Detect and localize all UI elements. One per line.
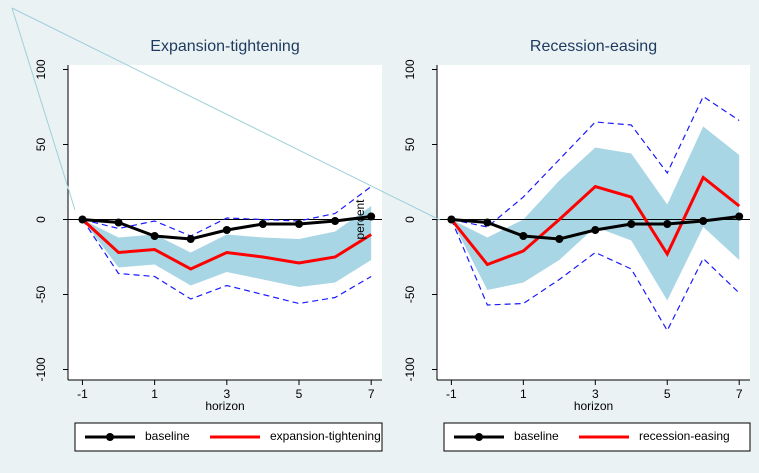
x-tick-label: 5 (664, 387, 671, 401)
x-tick-label: -1 (77, 387, 88, 401)
y-tick-label: -100 (34, 357, 48, 381)
x-tick-label: 5 (296, 387, 303, 401)
x-tick-label: 7 (368, 387, 375, 401)
y-axis-label: percent (353, 199, 367, 240)
y-tick-label: 50 (403, 138, 417, 152)
legend-label: baseline (145, 429, 190, 443)
legend-marker (106, 433, 114, 441)
confidence-band (451, 126, 740, 301)
x-tick-label: 1 (520, 387, 527, 401)
dashed-bound (82, 186, 372, 237)
series-line (450, 175, 741, 267)
y-tick-label: 100 (34, 59, 48, 79)
marker (78, 215, 87, 224)
x-tick-label: 7 (736, 387, 743, 401)
marker (222, 226, 231, 234)
dashed-bound (450, 219, 740, 332)
decoration-line (11, 7, 441, 221)
x-tick-label: 3 (223, 387, 230, 401)
x-axis-label: horizon (205, 399, 244, 413)
dashed-bound (81, 219, 372, 305)
marker (150, 232, 159, 240)
y-tick-label: 50 (34, 138, 48, 152)
x-axis-label: horizon (574, 399, 613, 413)
series-line (81, 218, 372, 271)
marker (114, 218, 123, 227)
marker (258, 220, 267, 228)
marker (294, 220, 303, 228)
confidence-band (82, 206, 372, 287)
marker (735, 212, 744, 221)
y-tick-label: -100 (403, 357, 417, 381)
legend-label: expansion-tightening (270, 429, 381, 443)
panel-title: Recession-easing (530, 38, 657, 55)
marker (627, 220, 636, 228)
panel-title: Expansion-tightening (150, 38, 299, 55)
x-tick-label: 3 (592, 387, 599, 401)
marker (331, 217, 340, 225)
x-tick-label: 1 (151, 387, 158, 401)
y-tick-label: -50 (34, 286, 48, 304)
y-tick-label: 100 (403, 59, 417, 79)
legend-marker (475, 433, 483, 441)
y-tick-label: 0 (403, 216, 417, 223)
dashed-bound (451, 95, 740, 228)
marker (663, 220, 672, 228)
marker (367, 212, 376, 221)
marker (555, 235, 564, 243)
marker (483, 218, 492, 227)
y-tick-label: 0 (34, 216, 48, 223)
decoration-line (11, 7, 76, 211)
legend-label: recession-easing (639, 429, 730, 443)
marker (699, 217, 708, 225)
marker (519, 232, 528, 240)
marker (591, 226, 600, 234)
x-tick-label: -1 (446, 387, 457, 401)
legend-label: baseline (514, 429, 559, 443)
marker (186, 235, 195, 243)
y-tick-label: -50 (403, 286, 417, 304)
marker (447, 215, 456, 224)
